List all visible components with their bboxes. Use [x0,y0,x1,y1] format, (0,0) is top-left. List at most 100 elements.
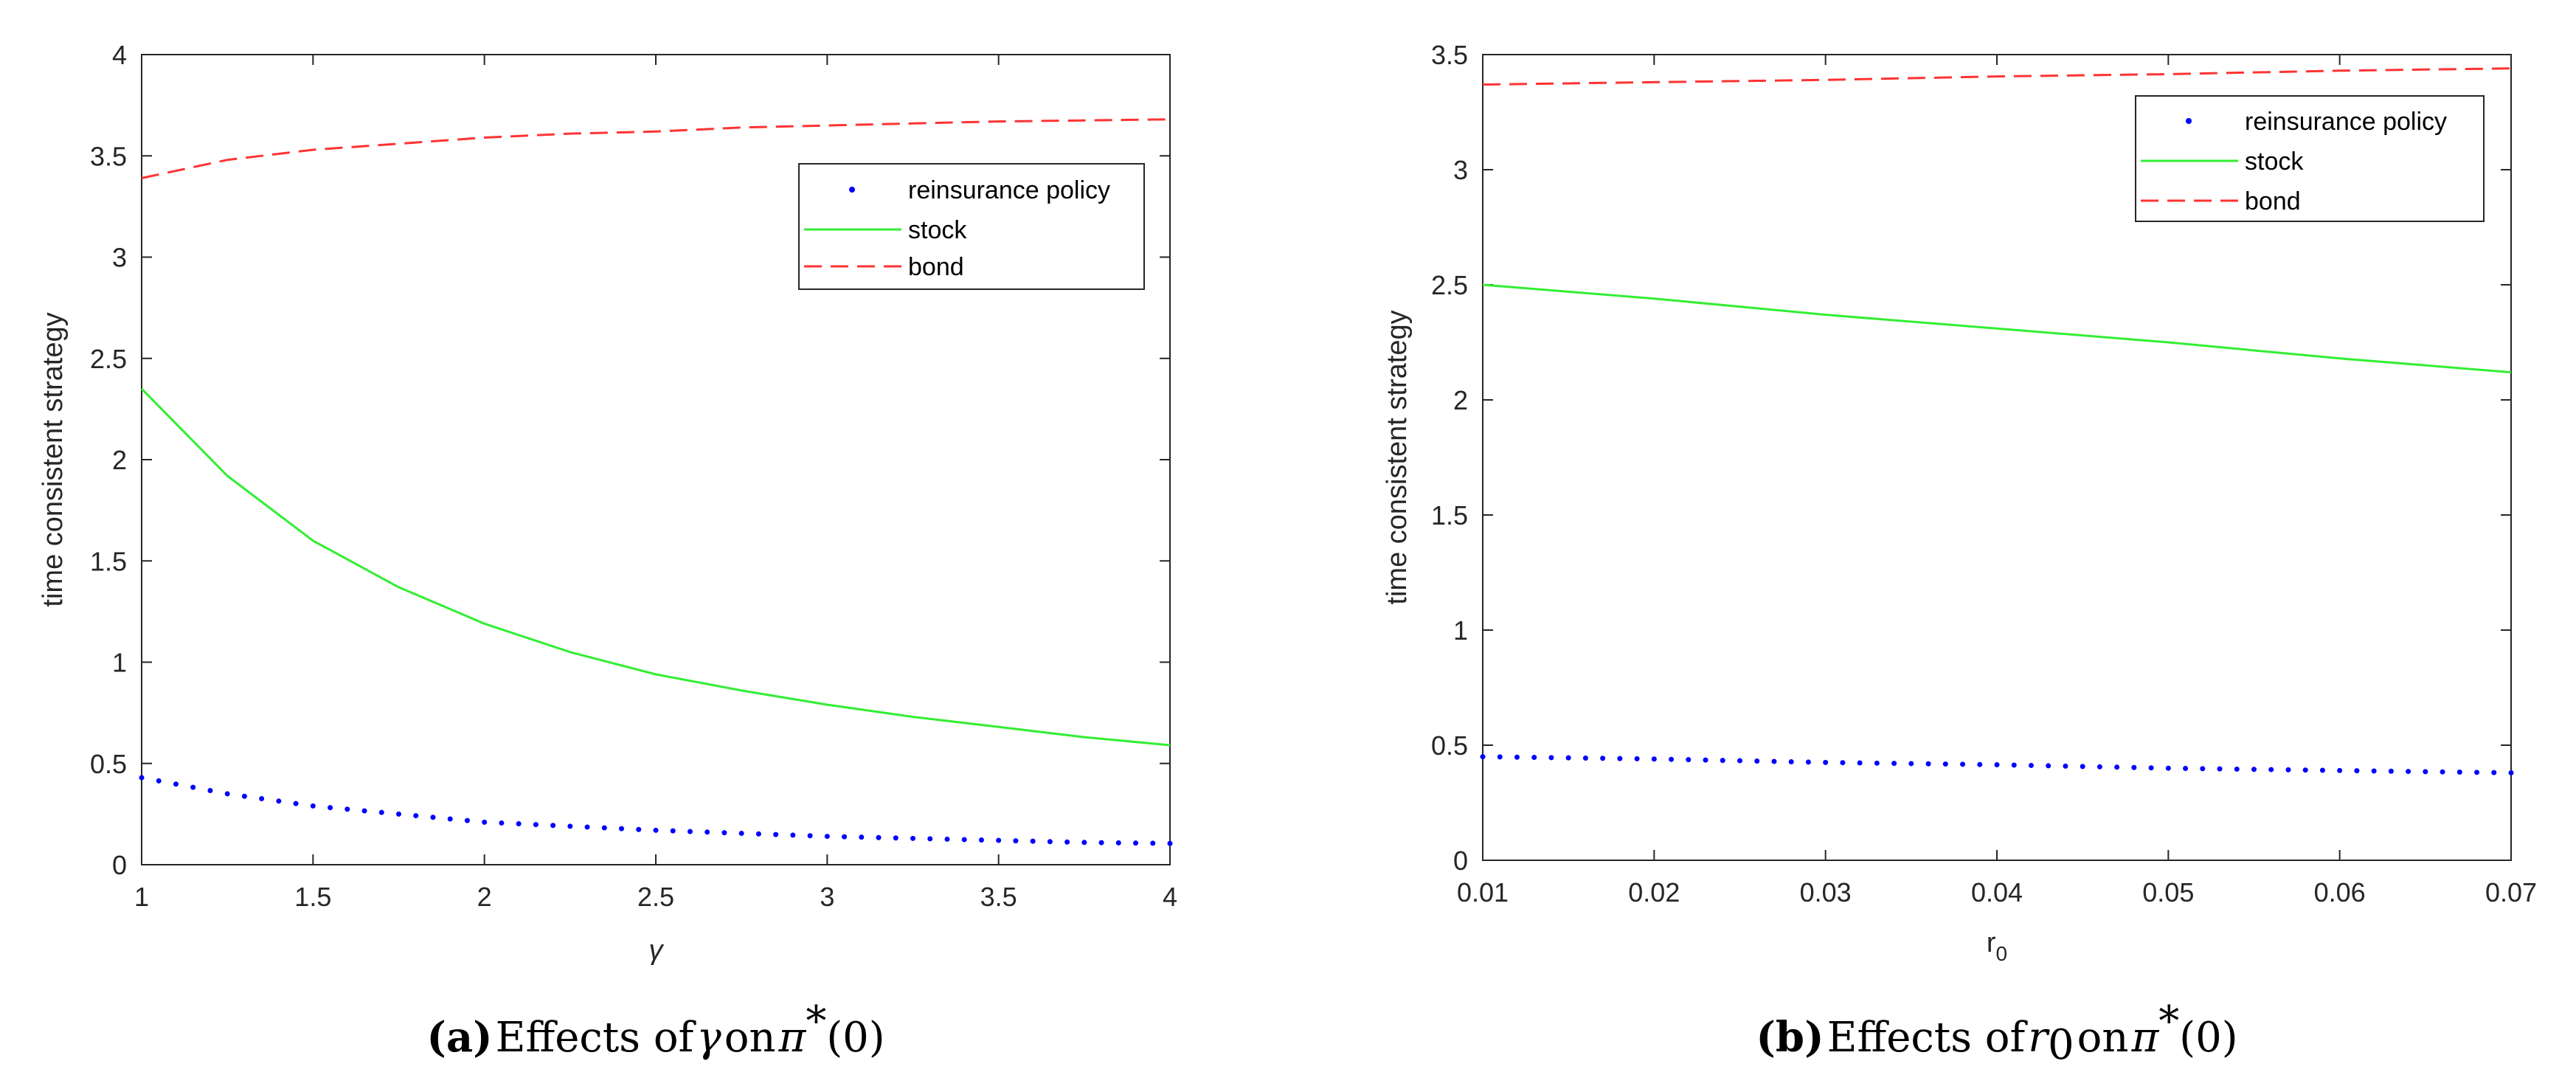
data-point-reinsurance-b-8 [1617,756,1623,761]
data-point-reinsurance-a-31 [670,828,676,834]
data-point-reinsurance-b-40 [2165,765,2171,771]
data-point-reinsurance-a-50 [996,837,1002,843]
data-point-reinsurance-b-14 [1720,758,1725,764]
data-point-reinsurance-a-23 [533,822,539,828]
data-point-reinsurance-a-52 [1030,838,1036,844]
data-point-reinsurance-b-55 [2423,769,2428,775]
data-point-reinsurance-b-50 [2337,767,2343,773]
data-point-reinsurance-a-33 [704,829,710,835]
data-point-reinsurance-a-37 [773,832,779,837]
data-point-reinsurance-b-53 [2388,768,2394,774]
data-point-reinsurance-a-57 [1115,840,1121,846]
caption-b-symbol: r [2028,1014,2050,1062]
data-point-reinsurance-a-0 [139,775,145,781]
data-point-reinsurance-a-47 [944,836,950,842]
caption-a-pi: π [778,1014,807,1062]
data-point-reinsurance-b-57 [2456,770,2462,775]
data-point-reinsurance-a-20 [482,819,488,825]
data-point-reinsurance-b-4 [1548,755,1554,761]
data-point-reinsurance-b-35 [2080,764,2085,770]
data-point-reinsurance-b-15 [1737,758,1742,764]
data-point-reinsurance-a-26 [584,824,590,830]
data-point-reinsurance-b-25 [1908,761,1914,767]
data-point-reinsurance-b-13 [1703,757,1708,763]
data-point-reinsurance-a-24 [550,823,556,829]
data-point-reinsurance-b-11 [1669,756,1675,762]
data-point-reinsurance-a-3 [190,784,196,790]
caption-a: (a) Effects of γ on π*(0) [426,998,884,1062]
data-point-reinsurance-a-44 [893,835,899,841]
data-point-reinsurance-a-43 [876,834,882,840]
data-point-reinsurance-a-59 [1150,840,1156,846]
legend-marker-reinsurance-b [2186,118,2192,124]
data-point-reinsurance-b-6 [1582,755,1588,761]
data-point-reinsurance-b-54 [2406,769,2411,775]
data-point-reinsurance-b-21 [1840,760,1846,766]
caption-b-text-mid: on [2077,1014,2129,1062]
x-tick-label-a-5: 3.5 [980,882,1017,912]
caption-b-pi: π [2130,1014,2159,1062]
data-point-reinsurance-b-17 [1771,758,1777,764]
data-point-reinsurance-a-56 [1098,840,1104,846]
data-point-reinsurance-a-7 [259,796,265,802]
caption-a-label: (a) [426,1013,492,1062]
legend-label-stock-b: stock [2245,148,2304,176]
data-point-reinsurance-b-0 [1480,754,1486,760]
data-point-reinsurance-a-58 [1133,840,1139,846]
data-point-reinsurance-a-14 [378,809,384,815]
x-tick-label-b-2: 0.03 [1800,877,1852,908]
data-point-reinsurance-b-46 [2268,767,2274,772]
data-point-reinsurance-b-20 [1823,759,1829,765]
data-point-reinsurance-b-22 [1857,760,1863,766]
x-axis-label-b-main: r [1987,927,1996,958]
y-tick-label-a-5: 2.5 [90,344,127,374]
y-tick-label-a-8: 4 [112,40,127,70]
x-tick-label-b-5: 0.06 [2314,877,2366,908]
legend-label-reinsurance-a: reinsurance policy [908,176,1110,204]
caption-b-arg: (0) [2179,1014,2237,1062]
data-point-reinsurance-b-27 [1942,761,1948,767]
data-point-reinsurance-b-18 [1788,758,1794,764]
data-point-reinsurance-a-49 [978,837,984,843]
data-point-reinsurance-b-38 [2131,764,2137,770]
data-point-reinsurance-b-3 [1531,755,1537,761]
x-axis-label-b: r0 [1987,927,2007,965]
legend-label-bond-b: bond [2245,187,2301,215]
data-point-reinsurance-a-54 [1064,839,1070,845]
data-point-reinsurance-b-16 [1754,758,1760,764]
data-point-reinsurance-a-48 [961,837,967,843]
data-point-reinsurance-b-19 [1805,759,1811,765]
caption-a-arg: (0) [826,1014,884,1062]
data-point-reinsurance-b-23 [1874,760,1880,766]
y-tick-label-b-6: 3 [1453,155,1468,185]
y-tick-label-a-4: 2 [112,445,127,475]
data-point-reinsurance-a-2 [173,781,179,787]
y-tick-label-a-0: 0 [112,850,127,880]
data-point-reinsurance-a-30 [653,827,659,833]
data-point-reinsurance-b-5 [1565,755,1571,761]
y-tick-label-b-0: 0 [1453,846,1468,876]
y-tick-label-b-5: 2.5 [1431,270,1468,300]
legend-label-bond-a: bond [908,253,964,281]
data-point-reinsurance-b-56 [2440,769,2445,775]
y-tick-label-a-1: 0.5 [90,749,127,779]
y-axis-label-a: time consistent strategy [38,312,69,606]
data-point-reinsurance-a-9 [293,801,299,806]
data-point-reinsurance-b-42 [2200,766,2206,772]
data-point-reinsurance-a-46 [927,836,933,842]
data-point-reinsurance-a-25 [567,823,573,829]
series-bond-b [1482,67,2512,86]
svg-text:r0: r0 [1987,927,2007,965]
legend-b: reinsurance policy stock bond [2135,95,2485,222]
data-point-reinsurance-b-51 [2354,768,2360,774]
data-point-reinsurance-a-55 [1081,840,1087,846]
data-point-reinsurance-b-24 [1891,761,1897,767]
data-point-reinsurance-a-35 [738,830,744,836]
data-point-reinsurance-a-6 [241,793,247,799]
data-point-reinsurance-b-32 [2028,762,2034,768]
data-point-reinsurance-a-32 [687,829,693,834]
chart-b: 0 0.5 1 1.5 2 2.5 3 3.5 0.01 0.02 0.03 0.04 0.05 0.0… [1382,40,2537,965]
series-bond-a [141,118,1171,179]
data-point-reinsurance-b-7 [1600,756,1606,761]
data-point-reinsurance-a-18 [447,816,453,822]
